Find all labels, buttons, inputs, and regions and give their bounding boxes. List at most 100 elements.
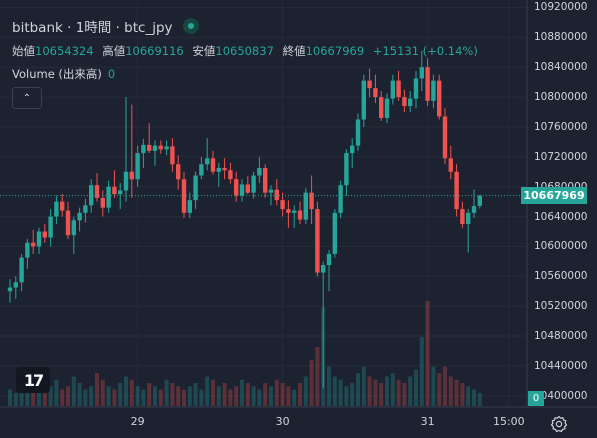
candle-body: [193, 175, 198, 201]
candle-body: [36, 231, 42, 247]
volume-bar: [477, 392, 482, 406]
candle-body: [321, 265, 326, 273]
candle-down: [460, 201, 465, 228]
candle-down: [42, 224, 47, 243]
volume-bar: [19, 386, 24, 406]
candle-body: [234, 179, 239, 196]
candle-body: [31, 242, 36, 247]
volume-legend[interactable]: Volume (出来高) 0: [12, 66, 115, 82]
volume-bar: [356, 373, 360, 406]
chart-grid: [0, 0, 527, 407]
time-tick-label: 15:00: [492, 415, 525, 428]
candle-body: [263, 168, 268, 193]
volume-bar: [158, 389, 163, 406]
candle-down: [65, 201, 71, 239]
candle-body: [437, 80, 442, 117]
candle-body: [13, 282, 18, 288]
close-label: 終値: [282, 44, 306, 58]
change-value: +15131 (+0.14%): [372, 44, 478, 58]
candle-body: [257, 168, 262, 176]
volume-bar: [292, 389, 297, 406]
settings-gear-icon[interactable]: [550, 415, 568, 433]
volume-bar: [48, 386, 53, 406]
candle-down: [100, 190, 105, 217]
candle-body: [448, 158, 453, 172]
candle-down: [228, 162, 233, 184]
volume-bar: [118, 383, 123, 406]
candle-down: [280, 192, 285, 217]
volume-bar: [361, 366, 366, 406]
volume-bar: [170, 383, 175, 406]
volume-bar: [89, 386, 94, 406]
candle-body: [350, 145, 355, 154]
volume-bar: [95, 373, 99, 406]
candle-down: [297, 201, 303, 225]
candle-up: [251, 171, 256, 199]
volume-bar: [269, 386, 273, 406]
candle-down: [437, 74, 442, 120]
tradingview-logo-icon[interactable]: 17: [16, 367, 50, 393]
candle-body: [19, 257, 24, 283]
candle-body: [48, 216, 53, 238]
volume-bar: [431, 366, 436, 406]
candle-body: [147, 144, 152, 151]
volume-label: Volume (出来高): [12, 67, 102, 81]
volume-bar: [245, 383, 250, 406]
price-tick-label: 10760000: [534, 120, 588, 133]
low-value: 10650837: [215, 44, 274, 58]
candle-down: [454, 164, 459, 217]
high-value: 10669116: [125, 44, 184, 58]
candle-up: [355, 113, 361, 151]
candle-body: [83, 205, 88, 213]
volume-bar: [216, 386, 221, 406]
volume-bar: [402, 383, 407, 406]
current-price-label: 10667969: [521, 187, 587, 205]
candle-body: [65, 210, 71, 236]
volume-value: 0: [107, 67, 116, 81]
volume-bar: [25, 389, 30, 406]
candle-body: [89, 185, 94, 206]
candle-up: [193, 171, 198, 210]
candle-up: [106, 180, 111, 213]
time-axis[interactable]: 29 30 31 15:00: [0, 408, 527, 438]
candle-body: [158, 145, 163, 150]
volume-bar: [60, 389, 65, 406]
candle-down: [210, 150, 216, 175]
price-tick-label: 10560000: [534, 270, 588, 283]
candle-down: [367, 68, 372, 98]
price-tick-label: 10720000: [534, 150, 588, 163]
candle-body: [176, 164, 181, 180]
volume-bar: [66, 386, 70, 406]
candle-down: [60, 194, 65, 217]
volume-bar: [13, 392, 18, 406]
volume-bar: [303, 376, 308, 406]
candle-up: [205, 138, 210, 171]
collapse-legend-button[interactable]: ⌃: [12, 87, 42, 109]
candle-body: [309, 192, 314, 210]
chevron-up-icon: ⌃: [22, 92, 32, 104]
volume-bar: [193, 383, 198, 406]
volume-bar: [135, 386, 140, 406]
candle-body: [315, 209, 320, 273]
volume-bar: [83, 389, 88, 406]
candle-body: [123, 171, 129, 191]
market-open-icon: [182, 18, 199, 34]
candle-up: [239, 179, 245, 202]
candle-up: [326, 250, 332, 292]
candle-body: [245, 184, 250, 193]
candle-body: [210, 158, 216, 172]
candle-down: [309, 175, 314, 225]
candle-body: [373, 88, 378, 98]
candle-up: [350, 138, 355, 169]
candle-body: [274, 189, 279, 201]
candle-down: [129, 104, 134, 198]
candles: [7, 50, 482, 389]
candle-down: [158, 140, 163, 154]
candle-down: [373, 74, 378, 104]
candle-body: [390, 80, 395, 99]
price-axis[interactable]: 10920000 10880000 10840000 10800000 10760000…: [527, 0, 597, 407]
price-tick-label: 10480000: [534, 330, 588, 343]
candle-up: [25, 238, 30, 269]
candle-body: [228, 170, 233, 180]
